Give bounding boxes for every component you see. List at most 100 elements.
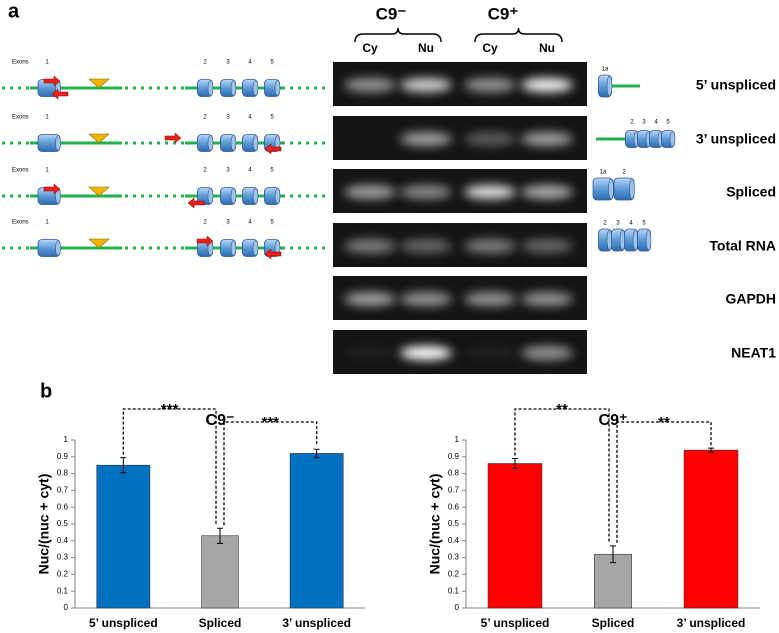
primer-arrow (51, 88, 69, 100)
product-label: 3 (616, 221, 620, 227)
significance-bracket (616, 421, 712, 543)
y-tick-label: 0.4 (448, 536, 460, 545)
significance-label: *** (262, 414, 280, 431)
lane-label: Nu (539, 41, 555, 55)
exon-number: 1 (45, 220, 49, 226)
y-axis-label: Nuc/(nuc + cyt) (36, 474, 52, 575)
gel-band (521, 292, 573, 306)
gel-band (400, 239, 452, 253)
y-tick-label: 0.8 (57, 469, 69, 478)
bar (594, 553, 632, 609)
y-tick-label: 0 (64, 603, 69, 612)
error-bar (120, 457, 127, 474)
group-label: C9⁺ (488, 4, 519, 23)
gel-band (400, 292, 452, 306)
x-tick-label: 5’ unspliced (89, 616, 158, 630)
gel-band (464, 132, 516, 146)
error-bar (512, 457, 518, 470)
primer-arrow (187, 197, 205, 209)
product-label: 3 (642, 120, 646, 126)
exons-label: Exons (12, 60, 29, 66)
product-label: 4 (654, 120, 658, 126)
panel-label: b (40, 380, 52, 402)
marker-triangle (88, 238, 110, 249)
y-tick-label: 0.2 (57, 570, 69, 579)
primer-arrow (196, 235, 214, 247)
y-tick-label: 0.7 (57, 486, 69, 495)
y-tick-label: 0.7 (448, 486, 460, 495)
gel-band (400, 78, 452, 92)
exon-end (230, 188, 237, 204)
row-label: 3’ unspliced (696, 131, 776, 147)
bracket (354, 27, 442, 43)
marker-triangle (88, 78, 110, 89)
exon-end (629, 178, 635, 200)
exon-number: 3 (226, 60, 230, 66)
exon-end (207, 80, 214, 96)
y-tick-label: 0.8 (448, 469, 460, 478)
primer-arrow (264, 143, 282, 155)
exon-number: 1 (45, 168, 49, 174)
bar (289, 453, 344, 609)
exon-end (252, 135, 259, 151)
gel-band (464, 185, 516, 199)
exon-number: 5 (270, 60, 274, 66)
exon-end (230, 80, 237, 96)
product-label: 2 (603, 221, 607, 227)
gel-band (464, 346, 516, 360)
significance-label: ** (556, 401, 568, 418)
y-tick-label: 0.5 (57, 519, 69, 528)
exon-end (252, 240, 259, 256)
gel-band (521, 346, 573, 360)
exon-end (55, 240, 61, 256)
gel-band (400, 346, 452, 360)
product-label: 1a (600, 170, 607, 176)
y-tick-label: 0.9 (57, 452, 69, 461)
gel-band (344, 346, 396, 360)
exon-end (274, 80, 281, 96)
marker-triangle (88, 186, 110, 197)
exon-number: 2 (203, 115, 207, 121)
exons-label: Exons (12, 168, 29, 174)
row-label: NEAT1 (731, 345, 776, 361)
product-label: 1a (602, 67, 609, 73)
significance-bracket (223, 421, 318, 526)
gel-band (400, 132, 452, 146)
product-label: 5 (666, 120, 670, 126)
exon-end (230, 135, 237, 151)
y-tick-label: 0.3 (448, 553, 460, 562)
lane-label: Nu (418, 41, 434, 55)
y-axis-label: Nuc/(nuc + cyt) (427, 474, 443, 575)
primer-arrow (164, 132, 182, 144)
x-tick-label: Spliced (592, 616, 635, 630)
error-bar (217, 527, 223, 544)
exon-number: 3 (226, 220, 230, 226)
y-tick-label: 0.3 (57, 553, 69, 562)
exons-label: Exons (12, 115, 29, 121)
y-tick-label: 0.5 (448, 519, 460, 528)
panel-label: a (8, 0, 20, 22)
error-bar (313, 448, 320, 459)
row-label: Total RNA (709, 238, 776, 254)
gel-band (464, 78, 516, 92)
exon-end (606, 75, 613, 97)
group-label: C9⁻ (376, 4, 407, 23)
exon-end (230, 240, 237, 256)
chart-title: C9⁻ (206, 412, 235, 429)
y-tick-label: 1 (64, 435, 69, 444)
y-tick-label: 0.1 (57, 586, 69, 595)
exon-number: 2 (203, 168, 207, 174)
row-label: GAPDH (725, 291, 776, 307)
gel-band (344, 185, 396, 199)
exon-end (274, 188, 281, 204)
gel-band (521, 78, 573, 92)
x-tick-label: 3’ unspliced (282, 616, 351, 630)
bar (201, 535, 239, 609)
gel-band (400, 185, 452, 199)
product-label: 2 (630, 120, 634, 126)
significance-bracket (122, 408, 217, 526)
y-tick-label: 0 (455, 603, 460, 612)
gel-band (521, 239, 573, 253)
x-tick-label: 3’ unspliced (677, 616, 746, 630)
